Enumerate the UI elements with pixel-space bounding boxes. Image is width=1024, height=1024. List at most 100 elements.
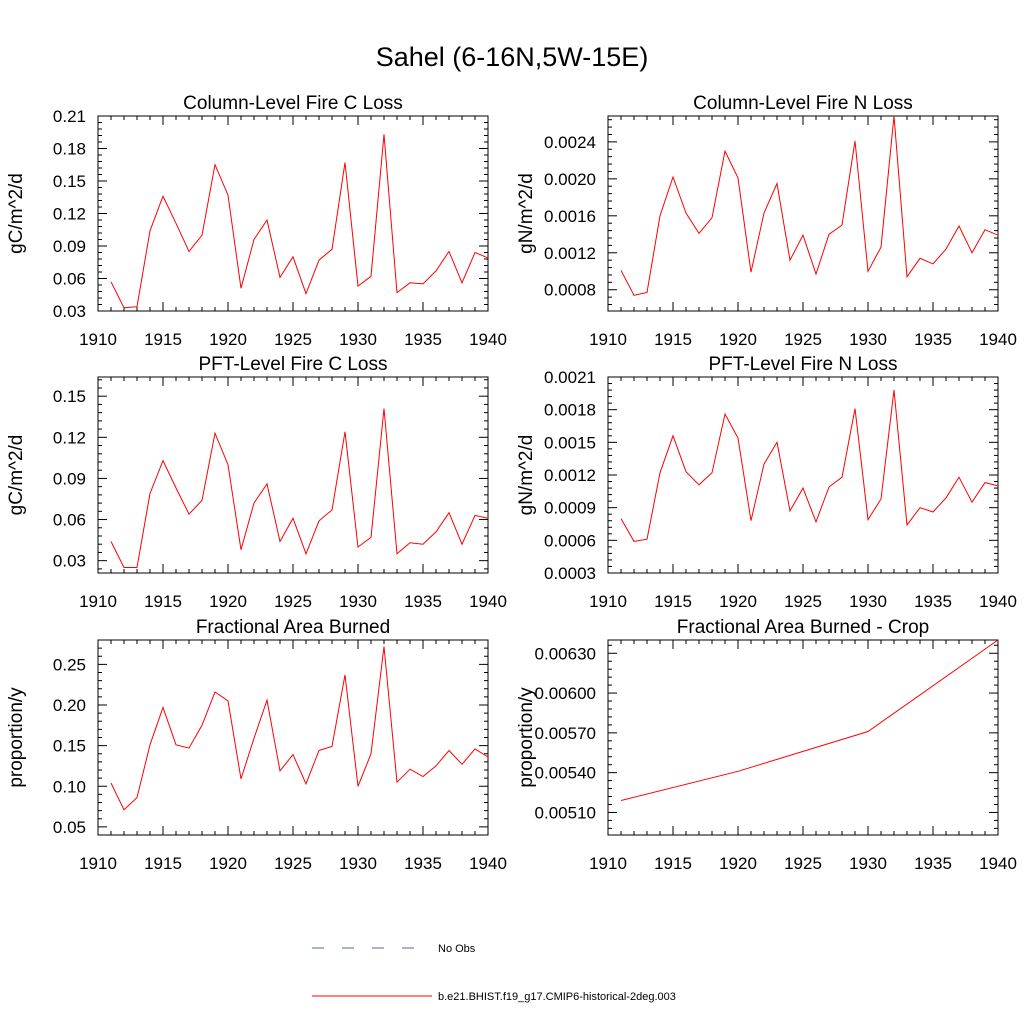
x-tick-label: 1930: [849, 330, 887, 349]
legend-model-label: b.e21.BHIST.f19_g17.CMIP6-historical-2de…: [438, 991, 676, 1003]
y-axis-label: proportion/y: [516, 687, 537, 788]
x-tick-label: 1915: [654, 330, 692, 349]
panel-2: Column-Level Fire N Loss gN/m^2/d 1910 1915…: [516, 93, 1017, 349]
x-tick-label: 1930: [849, 592, 887, 611]
x-tick-label: 1935: [914, 330, 952, 349]
y-tick-label: 0.03: [53, 552, 86, 571]
series-line: [620, 390, 999, 542]
y-tick-label: 0.21: [53, 107, 86, 126]
x-tick-label: 1935: [914, 592, 952, 611]
x-tick-label: 1940: [979, 592, 1017, 611]
x-tick-label: 1940: [469, 854, 507, 873]
panel-3: PFT-Level Fire C Loss gC/m^2/d 1910 1915 192…: [6, 354, 507, 611]
x-tick-label: 1940: [469, 330, 507, 349]
x-tick-label: 1910: [79, 592, 117, 611]
panel-title: Fractional Area Burned: [196, 617, 390, 638]
x-tick-label: 1930: [339, 330, 377, 349]
x-tick-label: 1910: [79, 330, 117, 349]
y-tick-label: 0.06: [53, 511, 86, 530]
series-line: [620, 115, 999, 296]
panel-6: Fractional Area Burned - Crop proportion/…: [516, 617, 1017, 873]
x-tick-label: 1930: [339, 592, 377, 611]
y-tick-label: 0.12: [53, 205, 86, 224]
y-tick-label: 0.00540: [535, 764, 596, 783]
y-tick-label: 0.00600: [535, 684, 596, 703]
y-tick-label: 0.15: [53, 737, 86, 756]
y-tick-label: 0.09: [53, 469, 86, 488]
x-tick-label: 1930: [339, 854, 377, 873]
series-line: [110, 408, 489, 568]
x-tick-label: 1930: [849, 854, 887, 873]
x-tick-label: 1920: [719, 592, 757, 611]
y-tick-label: 0.0024: [544, 133, 596, 152]
y-tick-label: 0.0016: [544, 207, 596, 226]
x-tick-label: 1925: [784, 330, 822, 349]
y-tick-label: 0.0012: [544, 244, 596, 263]
panel-title: Column-Level Fire C Loss: [183, 93, 403, 114]
y-tick-label: 0.15: [53, 172, 86, 191]
y-axis-label: gC/m^2/d: [6, 173, 27, 254]
y-tick-label: 0.0018: [544, 401, 596, 420]
y-tick-label: 0.0020: [544, 170, 596, 189]
x-tick-label: 1940: [469, 592, 507, 611]
y-tick-label: 0.00510: [535, 803, 596, 822]
series-line: [110, 134, 489, 309]
y-tick-label: 0.10: [53, 777, 86, 796]
plot-frame: [97, 376, 489, 574]
y-tick-label: 0.00570: [535, 724, 596, 743]
x-tick-label: 1935: [404, 330, 442, 349]
x-tick-label: 1920: [209, 854, 247, 873]
x-tick-label: 1925: [274, 854, 312, 873]
x-tick-label: 1915: [654, 592, 692, 611]
x-tick-label: 1915: [144, 592, 182, 611]
y-axis-label: gN/m^2/d: [516, 435, 537, 516]
x-tick-label: 1910: [79, 854, 117, 873]
x-tick-label: 1940: [979, 854, 1017, 873]
x-tick-label: 1920: [719, 854, 757, 873]
y-tick-label: 0.0003: [544, 564, 596, 583]
y-tick-label: 0.0009: [544, 499, 596, 518]
y-tick-label: 0.05: [53, 818, 86, 837]
panel-4: PFT-Level Fire N Loss gN/m^2/d 1910 1915 192…: [516, 354, 1017, 611]
y-tick-label: 0.0006: [544, 531, 596, 550]
x-tick-label: 1915: [654, 854, 692, 873]
y-tick-label: 0.0015: [544, 433, 596, 452]
y-tick-label: 0.12: [53, 428, 86, 447]
x-tick-label: 1910: [589, 592, 627, 611]
x-tick-label: 1935: [404, 592, 442, 611]
x-tick-label: 1935: [404, 854, 442, 873]
y-tick-label: 0.00630: [535, 644, 596, 663]
legend: No Obs b.e21.BHIST.f19_g17.CMIP6-histori…: [312, 943, 676, 1003]
plot-frame: [607, 115, 999, 312]
series-line: [110, 646, 489, 811]
panel-5: Fractional Area Burned proportion/y 1910 19…: [6, 617, 507, 873]
panel-title: PFT-Level Fire N Loss: [709, 354, 898, 375]
y-axis-label: gC/m^2/d: [6, 435, 27, 516]
y-tick-label: 0.25: [53, 655, 86, 674]
panel-title: Column-Level Fire N Loss: [693, 93, 913, 114]
x-tick-label: 1935: [914, 854, 952, 873]
x-tick-label: 1925: [274, 592, 312, 611]
x-tick-label: 1940: [979, 330, 1017, 349]
plot-frame: [607, 639, 999, 836]
x-tick-label: 1920: [719, 330, 757, 349]
panel-title: Fractional Area Burned - Crop: [677, 617, 929, 638]
x-tick-label: 1915: [144, 330, 182, 349]
y-tick-label: 0.0021: [544, 368, 596, 387]
panel-title: PFT-Level Fire C Loss: [199, 354, 388, 375]
x-tick-label: 1910: [589, 330, 627, 349]
y-tick-label: 0.15: [53, 387, 86, 406]
y-axis-label: proportion/y: [6, 687, 27, 788]
x-tick-label: 1925: [274, 330, 312, 349]
x-tick-label: 1920: [209, 330, 247, 349]
figure-title: Sahel (6-16N,5W-15E): [376, 42, 649, 72]
y-tick-label: 0.0012: [544, 466, 596, 485]
series-line: [620, 639, 999, 801]
x-tick-label: 1925: [784, 854, 822, 873]
x-tick-label: 1920: [209, 592, 247, 611]
panel-1: Column-Level Fire C Loss gC/m^2/d 1910 1915…: [6, 93, 507, 349]
y-tick-label: 0.20: [53, 696, 86, 715]
y-tick-label: 0.09: [53, 237, 86, 256]
x-tick-label: 1915: [144, 854, 182, 873]
